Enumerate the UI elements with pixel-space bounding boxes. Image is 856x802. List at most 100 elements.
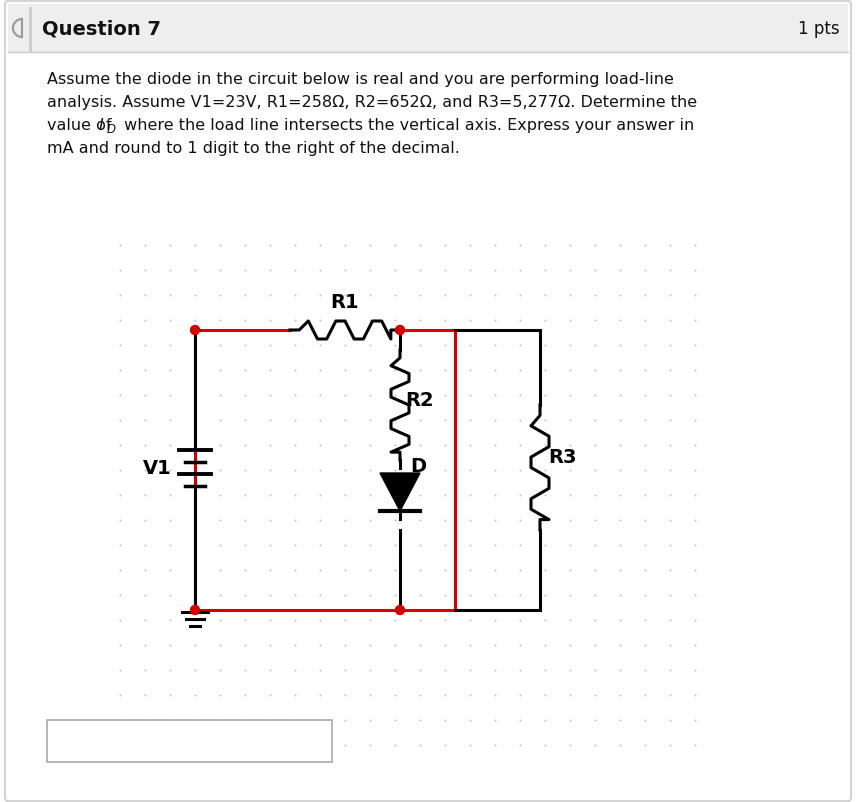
Point [588,638,602,651]
Point [138,363,152,376]
Point [213,488,227,501]
Point [438,414,452,427]
Point [463,614,477,626]
Point [338,414,352,427]
Point [588,739,602,751]
Point [688,663,702,676]
Point [263,363,276,376]
Point [138,614,152,626]
Point [313,638,327,651]
Point [613,338,627,351]
Point [513,739,526,751]
Point [288,238,302,251]
Point [238,464,252,476]
Point [238,338,252,351]
Point [288,363,302,376]
Point [438,564,452,577]
Point [213,663,227,676]
Point [313,663,327,676]
Point [213,414,227,427]
Point [288,338,302,351]
Point [363,338,377,351]
Point [639,264,652,277]
Point [538,663,552,676]
Point [163,314,177,326]
Point [338,338,352,351]
Point [288,663,302,676]
Point [338,488,352,501]
Point [263,414,276,427]
Point [213,589,227,602]
Point [613,363,627,376]
Point [113,439,127,452]
Point [238,289,252,302]
Point [613,589,627,602]
Point [388,513,401,526]
Point [413,638,427,651]
Point [613,689,627,702]
Point [463,739,477,751]
Point [413,614,427,626]
Point [213,238,227,251]
Point [338,638,352,651]
Point [513,614,526,626]
Point [313,363,327,376]
Point [563,663,577,676]
Point [438,289,452,302]
Point [163,663,177,676]
Point [313,614,327,626]
Point [663,314,677,326]
Point [538,414,552,427]
Point [388,363,401,376]
Point [639,314,652,326]
Point [388,389,401,402]
Point [288,289,302,302]
Point [338,363,352,376]
Point [639,414,652,427]
Point [363,689,377,702]
Point [213,389,227,402]
Point [138,689,152,702]
FancyBboxPatch shape [5,1,851,801]
Point [163,289,177,302]
Point [563,389,577,402]
Point [688,238,702,251]
Point [563,439,577,452]
Point [338,314,352,326]
Point [463,513,477,526]
Point [238,614,252,626]
Point [263,464,276,476]
Point [488,389,502,402]
Point [413,739,427,751]
Point [188,314,202,326]
Point [313,338,327,351]
Point [639,663,652,676]
Point [639,338,652,351]
Point [663,739,677,751]
Point [588,663,602,676]
Point [588,513,602,526]
Point [639,638,652,651]
Point [138,564,152,577]
Point [163,589,177,602]
Point [188,539,202,552]
Point [563,614,577,626]
Point [663,439,677,452]
Point [639,513,652,526]
Point [363,389,377,402]
Point [563,314,577,326]
Point [463,439,477,452]
Point [263,488,276,501]
Text: R1: R1 [330,293,360,311]
Point [488,714,502,727]
Point [163,264,177,277]
Point [438,739,452,751]
Point [639,488,652,501]
Point [563,638,577,651]
Point [513,714,526,727]
Point [113,539,127,552]
Point [163,439,177,452]
Point [138,663,152,676]
Point [438,589,452,602]
Point [663,389,677,402]
